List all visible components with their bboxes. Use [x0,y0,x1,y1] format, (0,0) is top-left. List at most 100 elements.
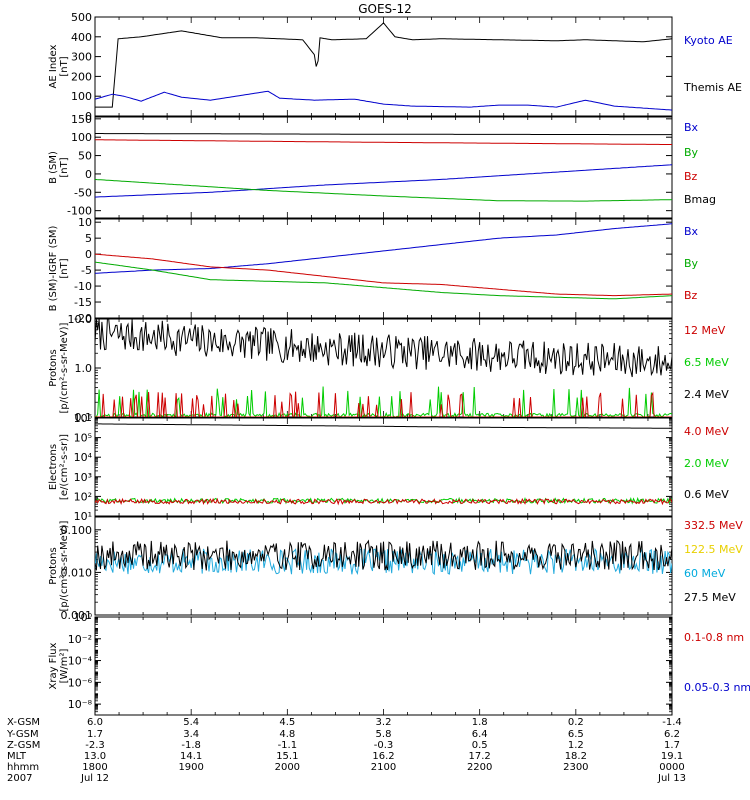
y-tick-label: 0.100 [61,524,93,537]
x-row-value: 6.4 [472,729,488,740]
panel-frame [94,616,673,716]
y-tick-label: 10⁻² [68,633,92,646]
y-tick-label: -10 [74,280,92,293]
legend-entry: Bz [684,289,698,302]
y-tick-label: -5 [81,264,92,277]
x-row-value: -1.1 [278,740,298,751]
x-row-value: 5.4 [183,717,199,728]
y-axis-label: [p/(cm²-s-sr-MeV)] [59,520,70,611]
legend-entry: 2.4 MeV [684,388,729,401]
series-27-5-mev [95,539,672,571]
y-tick-label: 0 [85,248,92,261]
legend-entry: 60 MeV [684,567,726,580]
x-axis-annotation: X-GSM 6.0 5.4 4.5 3.2 1.8 0.2 -1.4 Y-GSM 1.7 3.4 4.… [6,717,686,784]
x-row-value: 2200 [467,762,492,773]
x-row-value: 0.5 [472,740,488,751]
y-tick-label: 100 [71,90,92,103]
x-row-value: 4.5 [279,717,295,728]
y-tick-label: 10⁵ [74,432,92,445]
series-bz [95,139,672,145]
y-tick-label: -50 [74,186,92,199]
y-tick-label: 300 [71,51,92,64]
y-tick-label: 400 [71,31,92,44]
x-row-value: -2.3 [85,740,105,751]
panel-frame [94,16,673,117]
y-axis-label: Xray Flux [48,642,59,689]
y-tick-label: 10⁻⁴ [68,655,93,668]
x-row-value: 6.2 [664,729,680,740]
x-row-value: 17.2 [469,751,491,762]
series-2-4-mev [95,319,672,378]
series-group [95,22,672,111]
legend-entry: 122.5 MeV [684,543,743,556]
legend-entry: 0.05-0.3 nm [684,681,750,694]
series-themis-ae [95,90,672,111]
y-tick-label: -20 [74,312,92,325]
y-tick-label: 10.0 [68,313,93,326]
y-tick-label: 0.010 [61,566,93,579]
x-row-value: 0000 [659,762,684,773]
y-axis-label: [nT] [59,258,70,278]
y-tick-label: 10² [74,490,92,503]
series-group [95,133,672,202]
series-bmag [95,133,672,136]
x-row-label: 2007 [7,773,32,784]
x-row-label: Z-GSM [7,740,40,751]
y-tick-label: -15 [74,296,92,309]
x-row-value: 1.8 [472,717,488,728]
series-bx [95,223,672,274]
legend-entry: Kyoto AE [684,34,733,47]
legend-entry: Bx [684,121,699,134]
legend-entry: 0.6 MeV [684,488,729,501]
series-group [95,319,672,417]
x-row-value: 2300 [563,762,588,773]
y-tick-label: 50 [78,150,92,163]
series-group [95,223,672,300]
legend-entry: 6.5 MeV [684,356,729,369]
x-row-value: 0.2 [568,717,584,728]
y-tick-label: -100 [67,205,92,218]
legend-entry: 332.5 MeV [684,519,743,532]
y-axis-label: [W/m²] [59,648,70,683]
series-group [95,423,672,506]
x-row-value: 5.8 [376,729,392,740]
series-4-0-mev [95,497,672,506]
x-row-value: Jul 12 [80,773,109,784]
y-axis-label: [nT] [59,56,70,76]
legend-entry: Themis AE [683,81,742,94]
y-tick-label: 5 [85,232,92,245]
x-row-value: -1.8 [181,740,201,751]
x-row-value: Jul 13 [657,773,686,784]
y-tick-label: 10¹ [74,510,92,523]
x-row-value: 1.7 [664,740,680,751]
legend-entry: 0.1-0.8 nm [684,631,744,644]
x-row-value: 18.2 [565,751,587,762]
x-row-value: 1800 [82,762,107,773]
series-by [95,261,672,300]
y-axis-label: B (SM) [48,151,59,184]
y-tick-label: 10⁰ [74,611,93,624]
y-tick-label: 10³ [74,471,92,484]
legend-entry: 12 MeV [684,324,726,337]
y-tick-label: 10⁶ [74,412,93,425]
plot-title: GOES-12 [358,2,412,16]
series-bz [95,253,672,297]
y-tick-label: 0.001 [61,609,93,622]
panel-frame [94,116,673,219]
legend-entry: 2.0 MeV [684,457,729,470]
y-axis-label: Electrons [48,444,59,490]
legend-entry: 4.0 MeV [684,425,729,438]
x-row-label: Y-GSM [6,729,39,740]
y-tick-label: 10 [78,216,92,229]
y-axis-label: [e/(cm²-s-sr)] [59,434,70,500]
y-axis-label: B (SM)-IGRF (SM) [48,226,59,312]
panel-protons1: 0.1 1.0 10.0 Protons [p/(cm²-s-sr-MeV)] 12 Me… [48,313,729,424]
y-axis-label: AE Index [48,44,59,88]
y-tick-label: 500 [71,11,92,24]
x-row-label: X-GSM [7,717,40,728]
legend-entry: Bx [684,225,699,238]
legend-entry: By [684,146,699,159]
legend-entry: 27.5 MeV [684,591,736,604]
y-tick-label: 10⁻⁶ [68,676,93,689]
